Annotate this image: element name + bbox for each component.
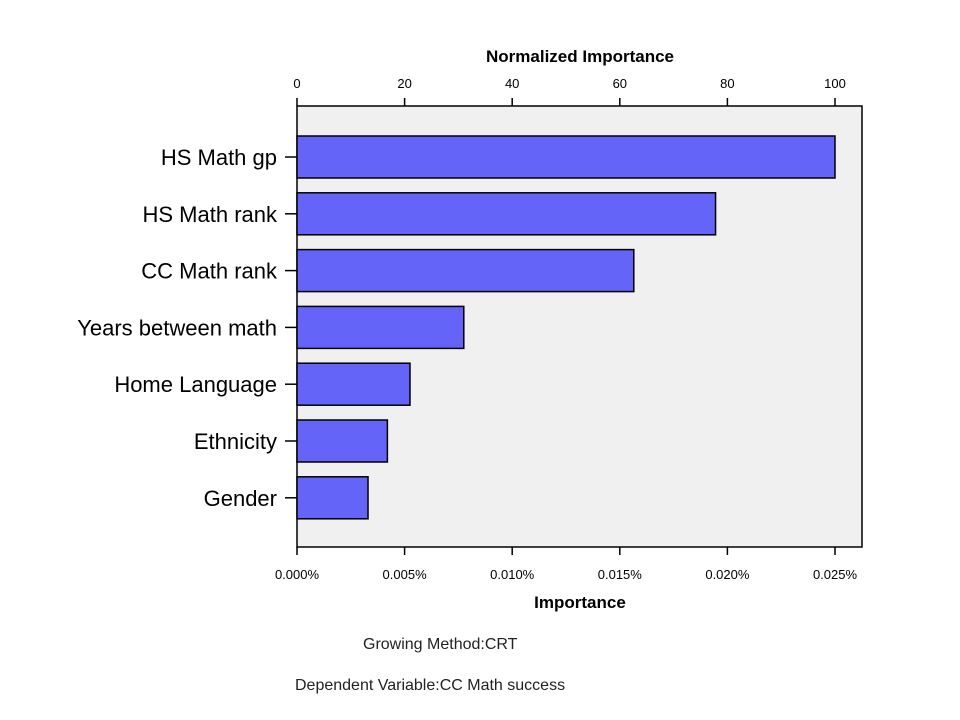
category-label: HS Math gp	[161, 145, 277, 170]
bar-hs-math-gp	[296, 135, 836, 179]
bar-years-between-math	[296, 305, 465, 350]
x-tick-label: 0.010%	[490, 567, 535, 582]
bar-gender	[296, 476, 369, 520]
x-tick-label: 0.025%	[813, 567, 858, 582]
x-axis-title: Importance	[534, 593, 626, 612]
x-tick-label: 0.015%	[598, 567, 643, 582]
x-tick-label: 0.020%	[705, 567, 750, 582]
category-label: HS Math rank	[143, 202, 278, 227]
category-label: Home Language	[114, 372, 277, 397]
top-tick-label: 60	[613, 76, 627, 91]
bar-hs-math-rank	[296, 192, 717, 236]
top-tick-label: 0	[293, 76, 300, 91]
top-axis-title: Normalized Importance	[486, 47, 674, 66]
x-tick-label: 0.000%	[275, 567, 320, 582]
top-tick-label: 20	[397, 76, 411, 91]
category-label: Years between math	[77, 315, 277, 340]
bar-cc-math-rank	[296, 248, 635, 293]
bar-ethnicity	[296, 419, 389, 463]
top-tick-label: 40	[505, 76, 519, 91]
category-label: CC Math rank	[141, 259, 278, 284]
dependent-variable-note: Dependent Variable:CC Math success	[295, 677, 566, 694]
top-tick-label: 100	[824, 76, 846, 91]
top-tick-label: 80	[720, 76, 734, 91]
growing-method-note: Growing Method:CRT	[363, 636, 518, 653]
bar-home-language	[296, 362, 411, 406]
x-tick-label: 0.005%	[383, 567, 428, 582]
category-label: Gender	[204, 486, 277, 511]
category-label: Ethnicity	[194, 429, 277, 454]
